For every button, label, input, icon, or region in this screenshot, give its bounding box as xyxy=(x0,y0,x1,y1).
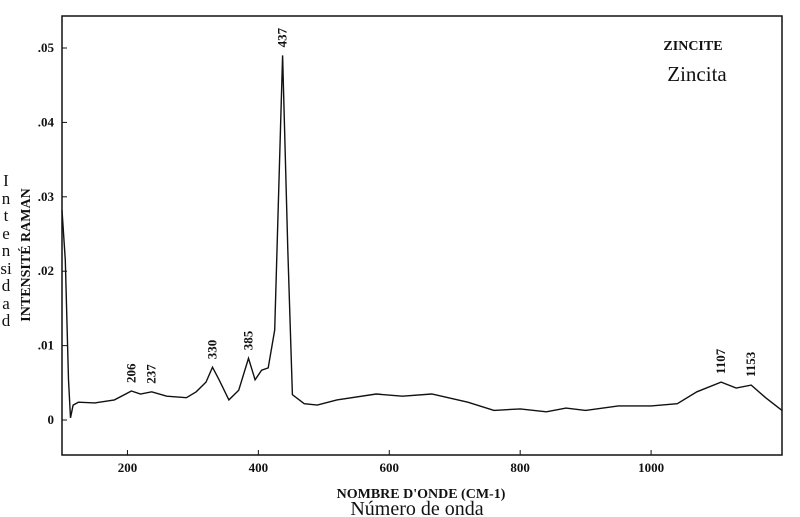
y-axis-label-translation: Intensidad xyxy=(0,171,12,330)
peak-label: 385 xyxy=(241,330,256,350)
peak-label: 330 xyxy=(205,340,220,360)
y-tick-label: .05 xyxy=(38,40,55,55)
chart-subtitle: Zincita xyxy=(667,62,727,86)
peak-label: 437 xyxy=(275,27,290,47)
y-axis-label: INTENSITÉ RAMAN xyxy=(17,188,34,321)
y-tick-label: .03 xyxy=(38,189,55,204)
y-tick-label: 0 xyxy=(48,412,55,427)
peak-label: 1107 xyxy=(713,348,728,374)
y-tick-label: .02 xyxy=(38,263,54,278)
x-axis-label: NOMBRE D'ONDE (CM-1) xyxy=(337,487,506,502)
peak-label: 237 xyxy=(144,364,159,384)
spectrum-line xyxy=(61,55,783,418)
x-axis-label-translation: Número de onda xyxy=(350,498,483,517)
y-tick-label: .01 xyxy=(38,338,54,353)
x-tick-label: 600 xyxy=(380,460,400,475)
peak-label: 206 xyxy=(123,363,138,383)
y-tick-label: .04 xyxy=(38,114,55,129)
peak-label: 1153 xyxy=(743,351,758,377)
x-tick-label: 800 xyxy=(510,460,530,475)
chart-title: ZINCITE xyxy=(663,39,722,54)
plot-frame xyxy=(61,15,783,456)
x-tick-label: 200 xyxy=(118,460,138,475)
x-tick-label: 400 xyxy=(249,460,269,475)
x-tick-label: 1000 xyxy=(638,460,664,475)
